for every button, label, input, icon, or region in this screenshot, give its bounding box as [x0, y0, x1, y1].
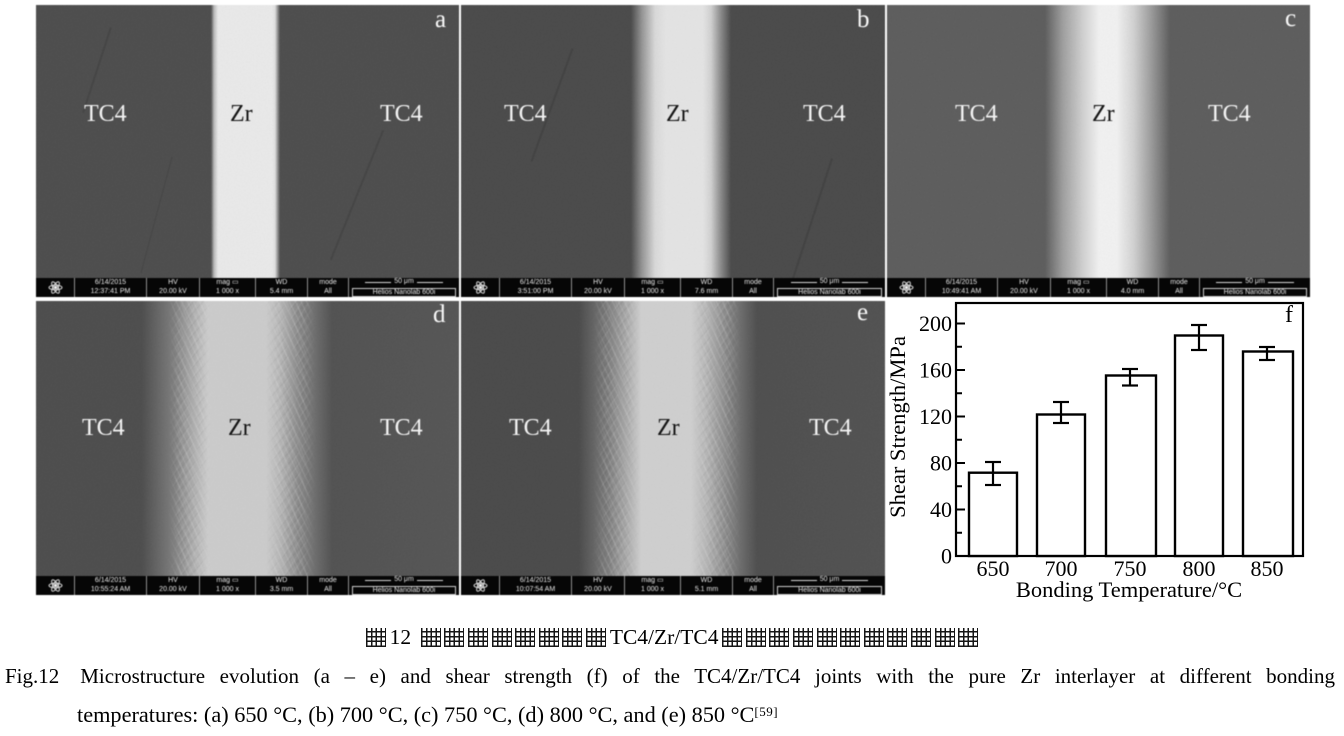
- svg-text:750: 750: [1114, 556, 1147, 581]
- svg-text:120: 120: [919, 404, 952, 429]
- svg-text:650: 650: [977, 556, 1010, 581]
- svg-text:850: 850: [1251, 556, 1284, 581]
- svg-text:80: 80: [930, 451, 952, 476]
- svg-text:f: f: [1285, 302, 1293, 328]
- svg-text:40: 40: [930, 497, 952, 522]
- svg-text:700: 700: [1045, 556, 1078, 581]
- svg-text:200: 200: [919, 311, 952, 336]
- svg-text:160: 160: [919, 358, 952, 383]
- svg-text:800: 800: [1183, 556, 1216, 581]
- svg-text:Bonding Temperature/°C: Bonding Temperature/°C: [1016, 577, 1242, 602]
- svg-text:0: 0: [941, 544, 952, 569]
- svg-text:Shear Strength/MPa: Shear Strength/MPa: [885, 336, 910, 518]
